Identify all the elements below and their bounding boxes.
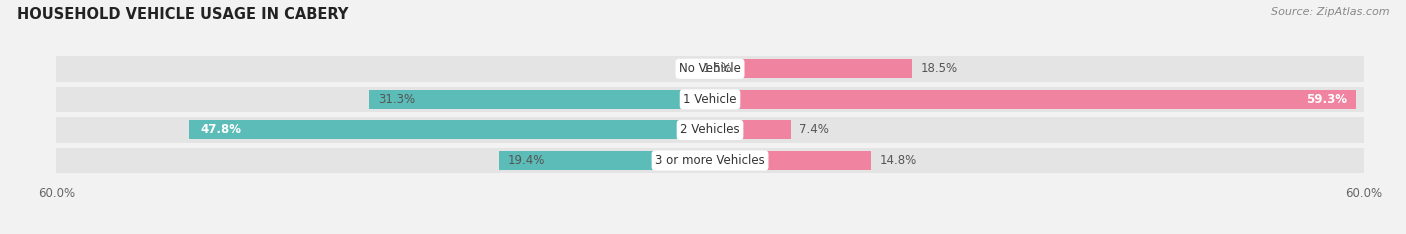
Bar (368, 90, 710, 109)
Bar (710, 151, 872, 170)
Text: HOUSEHOLD VEHICLE USAGE IN CABERY: HOUSEHOLD VEHICLE USAGE IN CABERY (17, 7, 349, 22)
Bar (710, 59, 911, 78)
Text: 1 Vehicle: 1 Vehicle (683, 93, 737, 106)
Text: 14.8%: 14.8% (880, 154, 917, 167)
Text: 3 or more Vehicles: 3 or more Vehicles (655, 154, 765, 167)
Text: 31.3%: 31.3% (378, 93, 415, 106)
Text: No Vehicle: No Vehicle (679, 62, 741, 75)
Bar (56, 148, 1364, 173)
Text: 7.4%: 7.4% (800, 124, 830, 136)
Bar (190, 121, 710, 139)
Bar (710, 90, 1357, 109)
Text: Source: ZipAtlas.com: Source: ZipAtlas.com (1271, 7, 1389, 17)
Bar (499, 151, 710, 170)
Bar (56, 56, 1364, 82)
Bar (693, 59, 710, 78)
Bar (56, 117, 1364, 143)
Text: 18.5%: 18.5% (921, 62, 957, 75)
Text: 2 Vehicles: 2 Vehicles (681, 124, 740, 136)
Text: 47.8%: 47.8% (200, 124, 240, 136)
Text: 1.5%: 1.5% (703, 62, 733, 75)
Bar (56, 87, 1364, 112)
Bar (710, 121, 790, 139)
Text: 59.3%: 59.3% (1306, 93, 1347, 106)
Text: 19.4%: 19.4% (508, 154, 544, 167)
